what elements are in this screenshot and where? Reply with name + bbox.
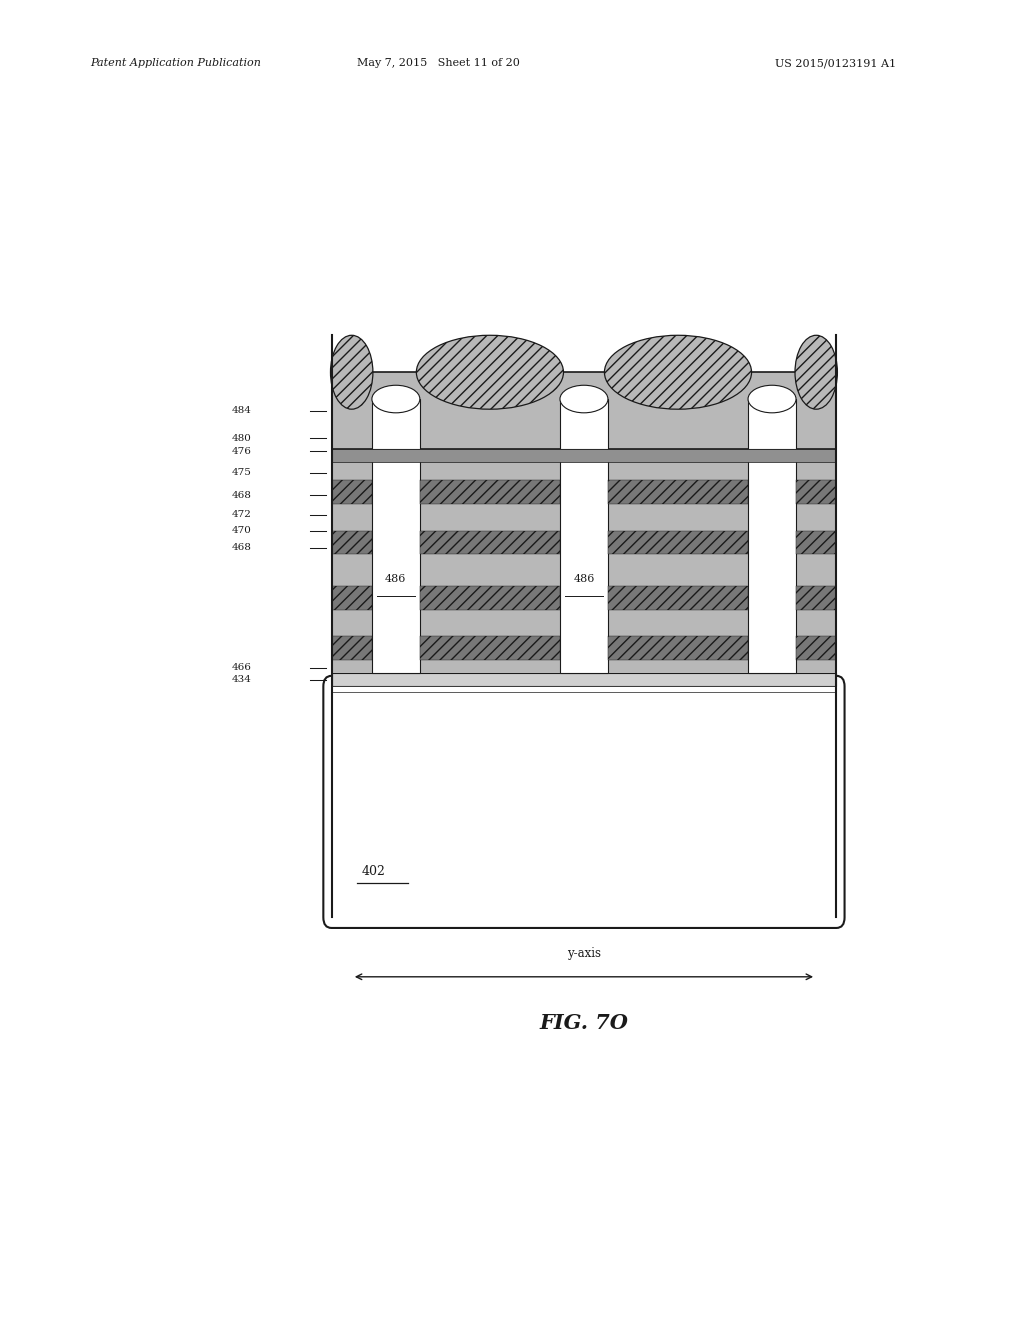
Ellipse shape xyxy=(559,385,607,413)
Bar xyxy=(331,480,372,504)
Bar xyxy=(607,449,747,673)
Text: 480: 480 xyxy=(232,434,252,442)
Bar xyxy=(607,531,747,554)
Bar xyxy=(420,449,559,673)
Bar xyxy=(559,399,607,449)
Bar xyxy=(331,449,836,462)
Bar xyxy=(331,449,372,673)
Bar xyxy=(372,399,420,449)
Text: Patent Application Publication: Patent Application Publication xyxy=(90,58,261,69)
Bar xyxy=(331,636,372,660)
Text: y-axis: y-axis xyxy=(567,946,600,960)
Text: 434: 434 xyxy=(232,676,252,684)
Text: 475: 475 xyxy=(232,469,252,477)
Ellipse shape xyxy=(747,385,795,413)
Bar xyxy=(795,586,836,610)
Bar xyxy=(420,636,559,660)
Ellipse shape xyxy=(330,335,373,409)
Bar xyxy=(607,586,747,610)
FancyBboxPatch shape xyxy=(323,676,844,928)
Text: 468: 468 xyxy=(232,544,252,552)
Text: FIG. 7O: FIG. 7O xyxy=(539,1012,628,1034)
Text: US 2015/0123191 A1: US 2015/0123191 A1 xyxy=(774,58,896,69)
Bar xyxy=(331,686,836,692)
Bar xyxy=(331,673,836,686)
Text: 466: 466 xyxy=(232,664,252,672)
Text: 470: 470 xyxy=(232,527,252,535)
Bar xyxy=(420,480,559,504)
Bar xyxy=(331,372,836,449)
Text: 476: 476 xyxy=(232,447,252,455)
Bar xyxy=(747,399,795,449)
Bar xyxy=(795,449,836,673)
Text: 486: 486 xyxy=(573,574,594,583)
Text: May 7, 2015   Sheet 11 of 20: May 7, 2015 Sheet 11 of 20 xyxy=(357,58,520,69)
Bar xyxy=(331,449,836,673)
Text: 484: 484 xyxy=(232,407,252,414)
Bar xyxy=(559,449,607,673)
Bar xyxy=(607,480,747,504)
Bar xyxy=(795,449,836,673)
Bar xyxy=(747,449,795,673)
Ellipse shape xyxy=(416,335,562,409)
Bar xyxy=(607,636,747,660)
Text: 472: 472 xyxy=(232,511,252,519)
Bar xyxy=(372,449,420,673)
Bar xyxy=(331,531,372,554)
Ellipse shape xyxy=(604,335,751,409)
Bar xyxy=(420,449,559,673)
Bar xyxy=(795,480,836,504)
Ellipse shape xyxy=(794,335,837,409)
Bar xyxy=(331,586,372,610)
Bar xyxy=(795,531,836,554)
Text: 468: 468 xyxy=(232,491,252,499)
Bar xyxy=(795,636,836,660)
Bar xyxy=(607,449,747,673)
Bar xyxy=(420,586,559,610)
Bar xyxy=(331,449,372,673)
Bar xyxy=(420,531,559,554)
Text: 402: 402 xyxy=(362,865,385,878)
Text: 486: 486 xyxy=(385,574,407,583)
Bar xyxy=(331,372,836,449)
Ellipse shape xyxy=(372,385,420,413)
